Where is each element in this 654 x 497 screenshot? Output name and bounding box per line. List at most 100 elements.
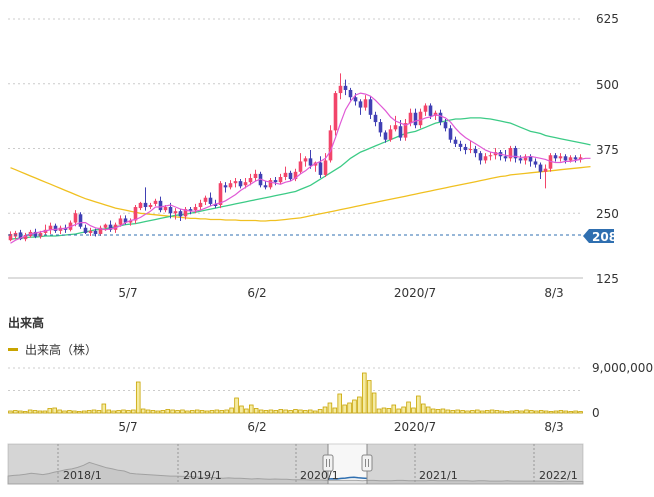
candle — [288, 170, 293, 182]
volume-bar — [101, 403, 107, 414]
volume-bar — [303, 410, 308, 414]
candle — [143, 187, 148, 211]
volume-bar — [298, 409, 303, 414]
navigator-selected-series — [327, 476, 368, 480]
candle — [148, 202, 153, 210]
volume-bar — [126, 410, 131, 414]
candle — [443, 118, 448, 132]
x-tick-label: 6/2 — [247, 286, 266, 300]
candle — [118, 215, 123, 227]
volume-bar — [519, 410, 524, 414]
candle — [248, 173, 253, 186]
volume-bar — [504, 411, 510, 414]
navigator-left-handle[interactable] — [322, 454, 334, 472]
navigator-label: 2019/1 — [183, 469, 222, 482]
candle — [383, 130, 388, 143]
navigator-right-handle[interactable] — [361, 454, 373, 472]
volume-bar — [165, 409, 170, 414]
volume-bar — [278, 409, 284, 414]
volume-bar — [155, 410, 161, 414]
volume-bar — [430, 408, 436, 414]
candle — [468, 140, 473, 154]
candle — [83, 224, 88, 234]
candle — [238, 179, 243, 189]
candle — [98, 225, 103, 237]
volume-bar — [342, 404, 347, 414]
volume-bar — [209, 410, 215, 414]
candle — [513, 145, 518, 163]
price-tick: 625 — [596, 12, 619, 26]
volume-bar — [22, 411, 28, 414]
volume-bar — [524, 409, 529, 414]
candle — [173, 208, 178, 220]
navigator-mask-right — [367, 444, 583, 484]
price-tick: 250 — [596, 207, 619, 221]
candle — [543, 164, 548, 189]
candle — [268, 178, 273, 190]
volume-bar — [253, 408, 259, 414]
volume-bar — [470, 410, 475, 414]
x-tick-label: 6/2 — [247, 420, 266, 434]
candle — [58, 225, 63, 234]
candle — [413, 108, 418, 129]
volume-bar — [8, 410, 13, 414]
volume-bar — [258, 409, 264, 414]
volume-bar — [362, 372, 367, 414]
candle — [548, 153, 553, 172]
candle — [553, 153, 558, 162]
volume-bar — [91, 409, 97, 414]
candle — [358, 99, 363, 115]
volume-bar — [578, 411, 583, 414]
volume-x-axis: 5/7 6/2 2020/7 8/3 — [118, 420, 563, 434]
candle — [363, 95, 368, 111]
price-tick: 500 — [596, 78, 619, 92]
volume-bar — [42, 410, 48, 414]
range-navigator[interactable]: 2018/1 2019/1 2020/1 2021/1 2022/1 — [7, 443, 584, 485]
candle — [153, 198, 158, 206]
ma-short-line — [10, 92, 591, 244]
candlesticks — [8, 73, 583, 242]
candle — [523, 154, 528, 165]
volume-bar — [106, 409, 112, 414]
volume-bar — [352, 399, 357, 414]
ma-mid-line — [10, 117, 591, 240]
price-tick: 375 — [596, 143, 619, 157]
volume-bar — [366, 380, 372, 414]
candle — [333, 91, 338, 136]
candle — [473, 145, 478, 158]
volume-bar — [273, 410, 279, 414]
candle — [178, 209, 183, 222]
candle — [203, 195, 208, 205]
candle — [228, 180, 233, 190]
volume-bar — [13, 410, 18, 414]
candle — [78, 212, 83, 229]
volume-bar — [558, 410, 564, 414]
volume-bar — [509, 410, 515, 414]
volume-bar — [563, 410, 569, 414]
volume-bar — [244, 408, 249, 414]
candle — [483, 153, 488, 164]
candle — [403, 118, 408, 141]
volume-bar — [27, 409, 33, 414]
candle — [48, 222, 53, 234]
volume-bar — [116, 410, 121, 414]
volume-bar — [494, 410, 500, 414]
volume-bar — [499, 410, 505, 414]
volume-legend-label: 出来高（株） — [25, 342, 97, 357]
volume-bar — [239, 405, 244, 414]
volume-bar — [455, 409, 460, 414]
candle — [558, 153, 563, 162]
x-tick-label: 2020/7 — [394, 286, 436, 300]
volume-legend-swatch — [8, 348, 18, 351]
volume-bar — [538, 410, 544, 414]
volume-bar — [204, 410, 210, 414]
volume-bar — [401, 406, 406, 414]
candle — [508, 145, 513, 162]
volume-bar — [332, 407, 338, 414]
navigator-grid — [57, 444, 535, 484]
volume-bar — [411, 407, 416, 414]
volume-bar — [317, 409, 323, 414]
volume-bar — [460, 410, 465, 414]
volume-bar — [534, 410, 539, 414]
candle — [463, 143, 468, 155]
